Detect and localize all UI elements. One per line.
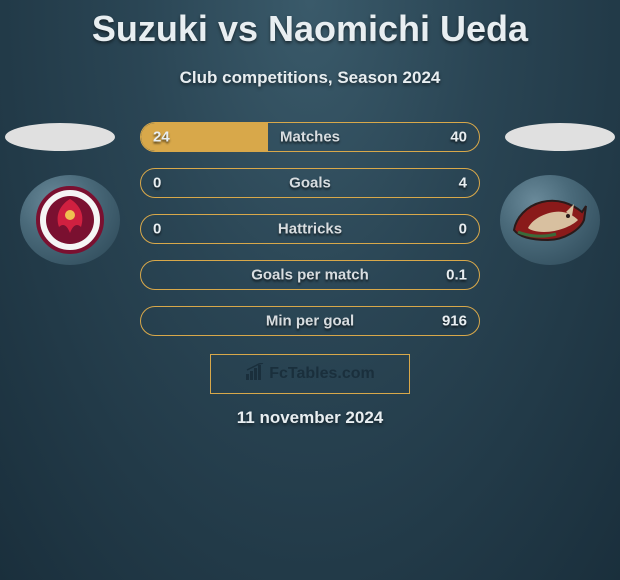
date-text: 11 november 2024	[237, 408, 383, 428]
stat-value-right: 916	[442, 313, 467, 330]
stat-label: Hattricks	[278, 221, 342, 238]
kyoto-sanga-crest-icon	[35, 185, 105, 255]
right-player-ellipse	[505, 123, 615, 151]
stat-value-left: 24	[153, 129, 170, 146]
badge-disc	[20, 175, 120, 265]
stat-value-right: 4	[459, 175, 467, 192]
chart-icon	[245, 363, 265, 386]
stat-row: 0 Hattricks 0	[140, 214, 480, 244]
stat-row: Min per goal 916	[140, 306, 480, 336]
stat-row: Goals per match 0.1	[140, 260, 480, 290]
stat-label: Min per goal	[266, 313, 354, 330]
right-club-badge	[500, 175, 600, 265]
brand-text: FcTables.com	[269, 365, 375, 383]
stat-row: 0 Goals 4	[140, 168, 480, 198]
subtitle: Club competitions, Season 2024	[0, 68, 620, 88]
page-title: Suzuki vs Naomichi Ueda	[0, 0, 620, 50]
brand-box: FcTables.com	[210, 354, 410, 394]
stat-value-left: 0	[153, 221, 161, 238]
stat-value-right: 40	[450, 129, 467, 146]
stat-label: Goals	[289, 175, 331, 192]
stat-value-left: 0	[153, 175, 161, 192]
left-club-badge	[20, 175, 120, 265]
stat-rows: 24Matches400Goals40Hattricks0Goals per m…	[140, 122, 480, 352]
stat-label: Goals per match	[251, 267, 369, 284]
stat-row: 24 Matches 40	[140, 122, 480, 152]
stat-label: Matches	[280, 129, 340, 146]
stat-value-right: 0	[459, 221, 467, 238]
left-player-ellipse	[5, 123, 115, 151]
stat-value-right: 0.1	[446, 267, 467, 284]
badge-disc	[500, 175, 600, 265]
coyote-crest-icon	[508, 190, 592, 250]
